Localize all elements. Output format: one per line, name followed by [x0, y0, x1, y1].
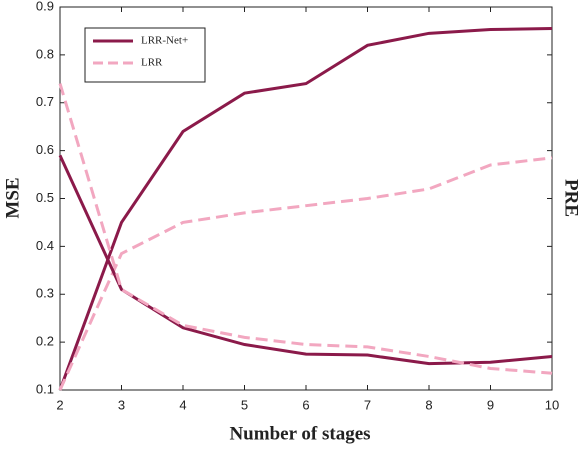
x-tick-label: 7: [364, 397, 371, 412]
y-tick-label: 0.7: [36, 94, 54, 109]
legend-label: LRR-Net+: [141, 35, 188, 47]
x-tick-label: 3: [118, 397, 125, 412]
y-axis-label: MSE: [2, 177, 23, 218]
x-axis-label: Number of stages: [229, 423, 370, 444]
series-line: [58, 154, 553, 366]
x-tick-label: 10: [545, 397, 559, 412]
series-line: [58, 83, 553, 375]
y-tick-label: 0.2: [36, 334, 54, 349]
legend-box: [84, 27, 206, 83]
x-tick-label: 8: [425, 397, 432, 412]
y-tick-label: 0.1: [36, 381, 54, 396]
x-tick-label: 6: [302, 397, 309, 412]
y-tick-label: 0.4: [36, 238, 54, 253]
y-tick-label: 0.9: [36, 0, 54, 13]
x-tick-label: 4: [179, 397, 186, 412]
x-tick-label: 9: [487, 397, 494, 412]
series-line: [58, 156, 553, 391]
x-tick-label: 2: [56, 397, 63, 412]
x-tick-label: 5: [241, 397, 248, 412]
y-tick-label: 0.5: [36, 190, 54, 205]
y2-axis-label: PRE: [561, 179, 582, 217]
y-tick-label: 0.8: [36, 46, 54, 61]
legend-label: LRR: [141, 57, 163, 69]
series-line: [58, 27, 553, 391]
y-tick-label: 0.6: [36, 142, 54, 157]
y-tick-label: 0.3: [36, 286, 54, 301]
